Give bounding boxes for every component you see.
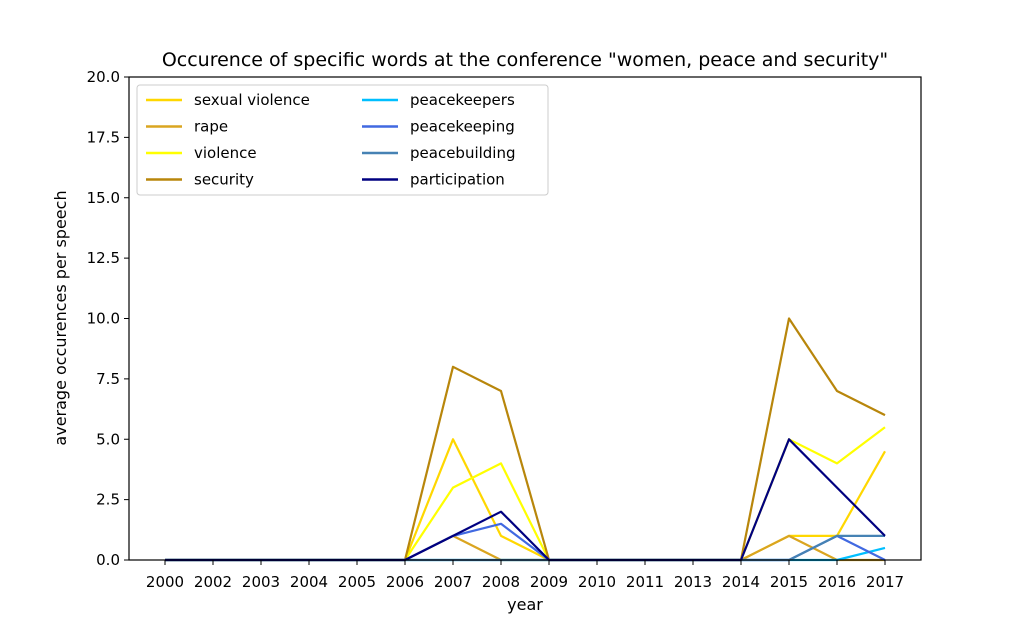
legend-label: violence	[194, 144, 257, 162]
y-tick-label: 0.0	[96, 551, 120, 569]
y-axis-label: average occurences per speech	[51, 190, 70, 445]
x-tick-label: 2009	[530, 573, 568, 591]
legend: sexual violence rape violence security peace…	[136, 84, 549, 196]
legend-label: security	[194, 171, 254, 189]
legend-label: participation	[410, 171, 505, 189]
legend-label: rape	[194, 118, 228, 136]
x-tick-label: 2000	[146, 573, 184, 591]
x-tick-label: 2015	[770, 573, 808, 591]
x-tick-label: 2006	[386, 573, 424, 591]
y-tick-label: 5.0	[96, 430, 120, 448]
x-tick-label: 2007	[434, 573, 472, 591]
x-tick-label: 2003	[242, 573, 280, 591]
legend-box	[136, 84, 549, 196]
series-line-3	[165, 317, 886, 562]
x-tick-label: 2002	[194, 573, 232, 591]
x-tick-label: 2017	[866, 573, 904, 591]
x-axis-label: year	[507, 595, 543, 614]
x-tick-label: 2010	[578, 573, 616, 591]
y-tick-label: 20.0	[87, 68, 120, 86]
x-tick-label: 2005	[338, 573, 376, 591]
y-tick-label: 2.5	[96, 491, 120, 509]
y-tick-label: 15.0	[87, 189, 120, 207]
x-axis: 2000 2002 2003 2004 2005 2006 2007 2008 2009 2010…	[146, 560, 904, 591]
x-tick-label: 2016	[818, 573, 856, 591]
y-tick-label: 7.5	[96, 370, 120, 388]
legend-label: peacekeepers	[410, 91, 515, 109]
x-tick-label: 2013	[674, 573, 712, 591]
y-tick-label: 10.0	[87, 310, 120, 328]
x-tick-label: 2014	[722, 573, 760, 591]
y-tick-label: 12.5	[87, 249, 120, 267]
series-line-4	[165, 546, 886, 562]
y-tick-label: 17.5	[87, 128, 120, 146]
legend-label: sexual violence	[194, 91, 310, 109]
series-line-2	[165, 426, 886, 562]
legend-label: peacekeeping	[410, 118, 515, 136]
series-layer	[165, 317, 886, 562]
y-axis: 0.0 2.5 5.0 7.5 10.0 12.5 15.0 17.5 20.0	[87, 68, 129, 569]
chart-title: Occurence of specific words at the confe…	[162, 49, 888, 71]
legend-label: peacebuilding	[410, 144, 516, 162]
x-tick-label: 2011	[626, 573, 664, 591]
x-tick-label: 2008	[482, 573, 520, 591]
x-tick-label: 2004	[290, 573, 328, 591]
